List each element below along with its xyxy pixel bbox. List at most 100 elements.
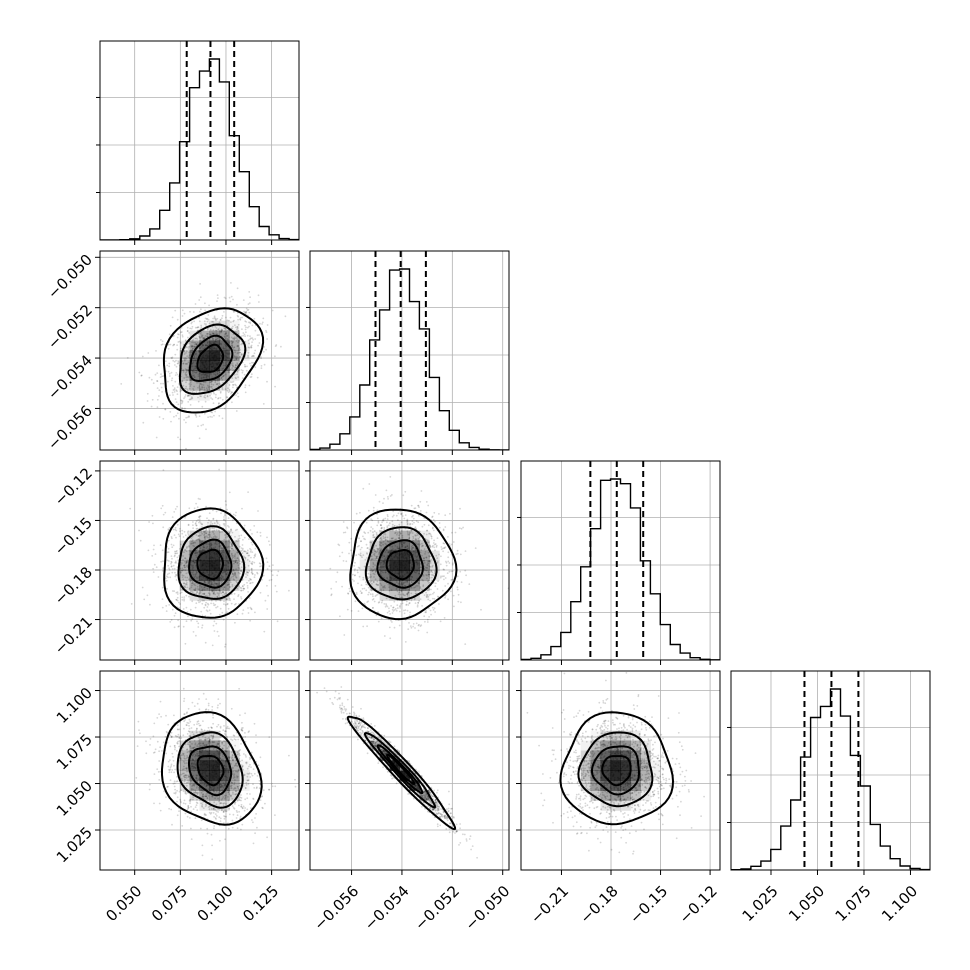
sample-point [171,537,173,540]
sample-point [259,531,262,534]
sample-point [221,398,224,401]
sample-point [225,598,228,601]
sample-point [375,555,378,558]
sample-point [430,535,433,538]
sample-point [189,310,191,313]
sample-point [377,555,379,558]
sample-point [220,328,223,331]
sample-point [242,585,244,587]
sample-point [244,320,247,322]
sample-point [426,529,429,532]
sample-point [194,589,196,592]
sample-point [224,333,226,336]
sample-point [232,298,234,301]
sample-point [196,344,198,346]
sample-point [409,530,412,533]
density-bin [229,350,240,361]
sample-point [204,736,207,739]
sample-point [200,326,203,329]
sample-point [148,376,151,379]
sample-point [186,546,189,548]
sample-point [179,735,182,738]
sample-point [187,336,189,339]
sample-point [205,609,208,612]
sample-point [185,712,188,715]
sample-point [236,345,239,348]
sample-point [210,393,212,395]
sample-point [230,295,233,298]
sample-point [216,743,219,746]
sample-point [208,519,210,522]
sample-point [237,571,240,574]
sample-point [194,791,197,794]
sample-point [342,521,345,523]
sample-point [232,365,235,368]
sample-point [194,584,197,587]
sample-point [183,582,185,585]
density-bin [189,340,200,351]
sample-point [183,551,185,554]
sample-point [205,505,208,508]
sample-point [162,570,164,572]
sample-point [231,544,234,547]
sample-point [210,386,213,389]
sample-point [245,307,248,310]
sample-point [223,744,226,747]
sample-point [179,530,181,533]
sample-point [185,594,188,597]
sample-point [179,342,182,344]
sample-point [228,531,231,534]
sample-point [380,584,383,587]
sample-point [375,533,378,536]
density-bin [179,570,190,581]
sample-point [355,593,358,596]
sample-point [201,532,204,535]
sample-point [225,332,228,335]
sample-point [197,538,200,541]
sample-point [188,345,191,348]
sample-point [406,521,409,524]
sample-point [265,331,268,334]
sample-point [232,569,235,571]
sample-point [234,383,237,386]
sample-point [454,531,457,534]
sample-point [218,468,221,471]
sample-point [209,333,212,336]
sample-point [244,558,247,560]
sample-point [370,526,373,528]
sample-point [192,746,195,749]
sample-point [203,531,205,533]
sample-point [372,595,374,598]
sample-point [183,599,186,602]
sample-point [200,324,203,327]
sample-point [428,560,431,563]
sample-point [223,586,226,589]
sample-point [207,416,210,419]
sample-point [215,529,218,531]
sample-point [382,518,385,521]
sample-point [381,521,383,524]
density-bin [229,550,240,561]
sample-point [210,381,212,384]
sample-point [239,351,242,354]
sample-point [204,641,207,644]
sample-point [191,345,194,347]
sample-point [335,581,338,583]
sample-point [443,575,445,577]
sample-point [405,600,408,603]
sample-point [253,576,256,579]
sample-point [176,412,179,415]
sample-point [187,807,190,809]
sample-point [373,552,376,555]
sample-point [232,575,234,578]
sample-point [398,528,401,531]
sample-point [207,385,210,388]
sample-point [238,348,240,350]
sample-point [236,373,238,376]
sample-point [247,491,250,493]
sample-point [180,389,183,392]
sample-point [374,550,377,553]
sample-point [371,519,374,522]
sample-point [227,334,230,336]
histogram-step [100,58,299,240]
